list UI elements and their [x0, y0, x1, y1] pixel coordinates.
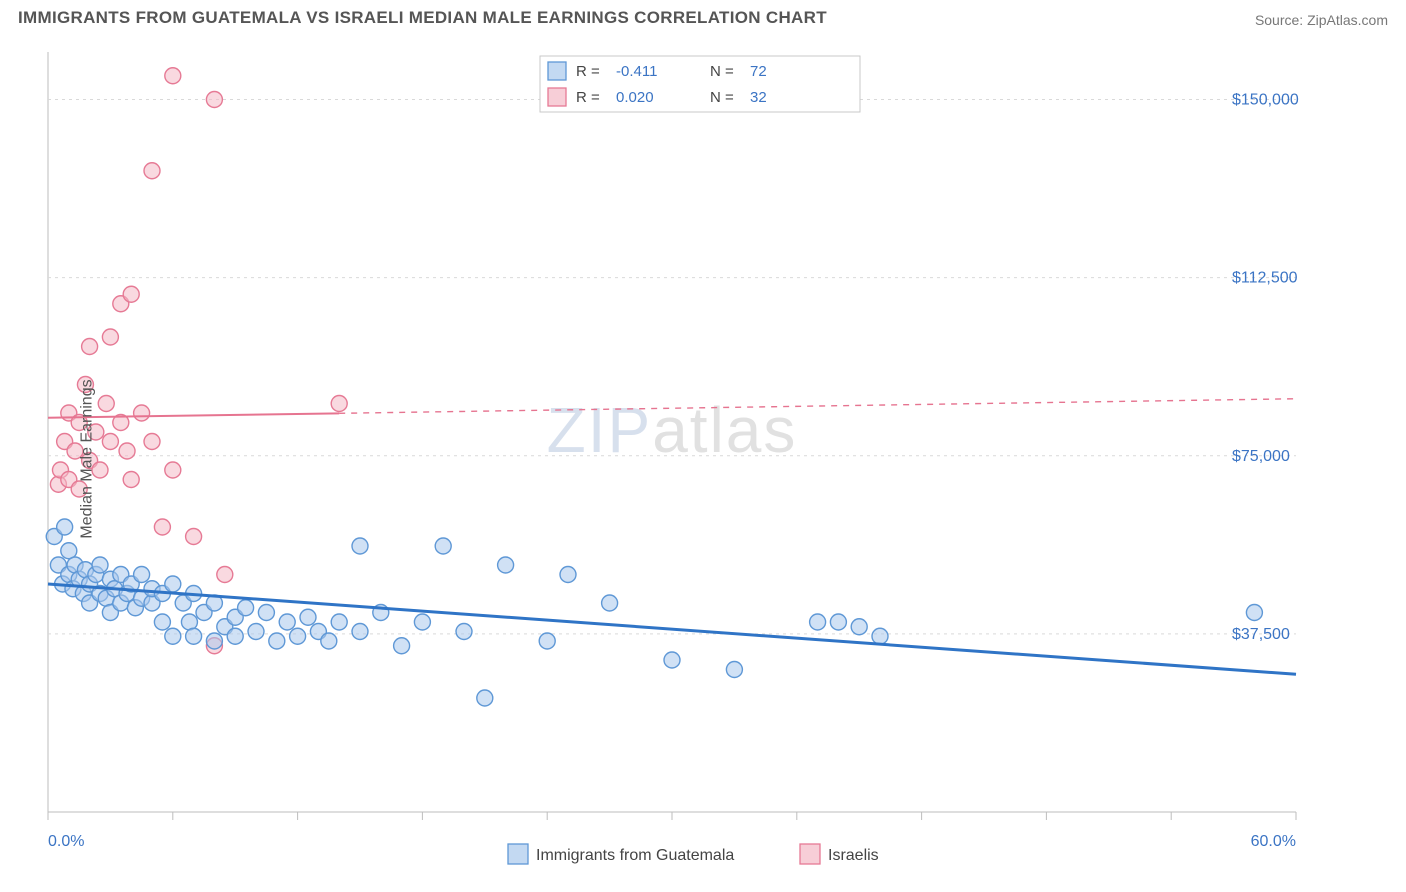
data-point: [123, 472, 139, 488]
y-gridline-label: $150,000: [1232, 92, 1299, 109]
source-value: ZipAtlas.com: [1307, 12, 1388, 28]
data-point: [165, 462, 181, 478]
data-point: [352, 624, 368, 640]
data-point: [92, 557, 108, 573]
data-point: [248, 624, 264, 640]
data-point: [165, 576, 181, 592]
y-gridline-label: $75,000: [1232, 448, 1290, 465]
x-tick-label: 0.0%: [48, 833, 84, 850]
data-point: [186, 529, 202, 545]
data-point: [1246, 605, 1262, 621]
svg-text:Israelis: Israelis: [828, 847, 879, 864]
data-point: [726, 662, 742, 678]
series-legend-item: Immigrants from Guatemala: [508, 844, 734, 864]
data-point: [123, 286, 139, 302]
svg-text:R =: R =: [576, 89, 600, 106]
data-point: [872, 628, 888, 644]
data-point: [144, 163, 160, 179]
data-point: [181, 614, 197, 630]
svg-text:N =: N =: [710, 63, 734, 80]
data-point: [206, 92, 222, 108]
series-legend-item: Israelis: [800, 844, 879, 864]
chart-container: Median Male Earnings $37,500 $75,000 $112,…: [0, 34, 1406, 884]
data-point: [331, 396, 347, 412]
data-point: [102, 329, 118, 345]
x-tick-label: 60.0%: [1251, 833, 1296, 850]
data-point: [300, 609, 316, 625]
data-point: [102, 434, 118, 450]
data-point: [321, 633, 337, 649]
data-point: [98, 396, 114, 412]
y-gridline-label: $112,500: [1232, 270, 1298, 287]
data-point: [154, 519, 170, 535]
data-point: [119, 443, 135, 459]
data-point: [435, 538, 451, 554]
data-point: [238, 600, 254, 616]
data-point: [560, 567, 576, 583]
data-point: [810, 614, 826, 630]
data-point: [165, 68, 181, 84]
data-point: [258, 605, 274, 621]
y-gridline-label: $37,500: [1232, 626, 1290, 643]
data-point: [602, 595, 618, 611]
svg-text:32: 32: [750, 89, 767, 106]
svg-text:0.020: 0.020: [616, 89, 654, 106]
source-label: Source:: [1255, 12, 1303, 28]
data-point: [217, 567, 233, 583]
data-point: [394, 638, 410, 654]
trend-line-extrapolated: [339, 399, 1296, 414]
data-point: [414, 614, 430, 630]
source-attribution: Source: ZipAtlas.com: [1255, 12, 1388, 28]
data-point: [227, 628, 243, 644]
data-point: [498, 557, 514, 573]
data-point: [664, 652, 680, 668]
data-point: [186, 628, 202, 644]
data-point: [144, 434, 160, 450]
data-point: [57, 519, 73, 535]
data-point: [154, 614, 170, 630]
data-point: [539, 633, 555, 649]
data-point: [830, 614, 846, 630]
data-point: [851, 619, 867, 635]
svg-text:R =: R =: [576, 63, 600, 80]
data-point: [165, 628, 181, 644]
data-point: [206, 633, 222, 649]
svg-text:-0.411: -0.411: [616, 63, 657, 80]
data-point: [290, 628, 306, 644]
chart-title: IMMIGRANTS FROM GUATEMALA VS ISRAELI MED…: [18, 8, 827, 28]
svg-text:N =: N =: [710, 89, 734, 106]
data-point: [331, 614, 347, 630]
data-point: [134, 567, 150, 583]
watermark: ZIPatlas: [547, 394, 798, 466]
data-point: [269, 633, 285, 649]
svg-text:72: 72: [750, 63, 767, 80]
data-point: [279, 614, 295, 630]
y-axis-label: Median Male Earnings: [79, 379, 97, 538]
data-point: [82, 339, 98, 355]
svg-text:Immigrants from Guatemala: Immigrants from Guatemala: [536, 847, 734, 864]
scatter-chart: $37,500 $75,000 $112,500 $150,000 0.0% 60.0% Z…: [0, 34, 1406, 884]
data-point: [352, 538, 368, 554]
data-point: [477, 690, 493, 706]
data-point: [456, 624, 472, 640]
data-point: [134, 405, 150, 421]
